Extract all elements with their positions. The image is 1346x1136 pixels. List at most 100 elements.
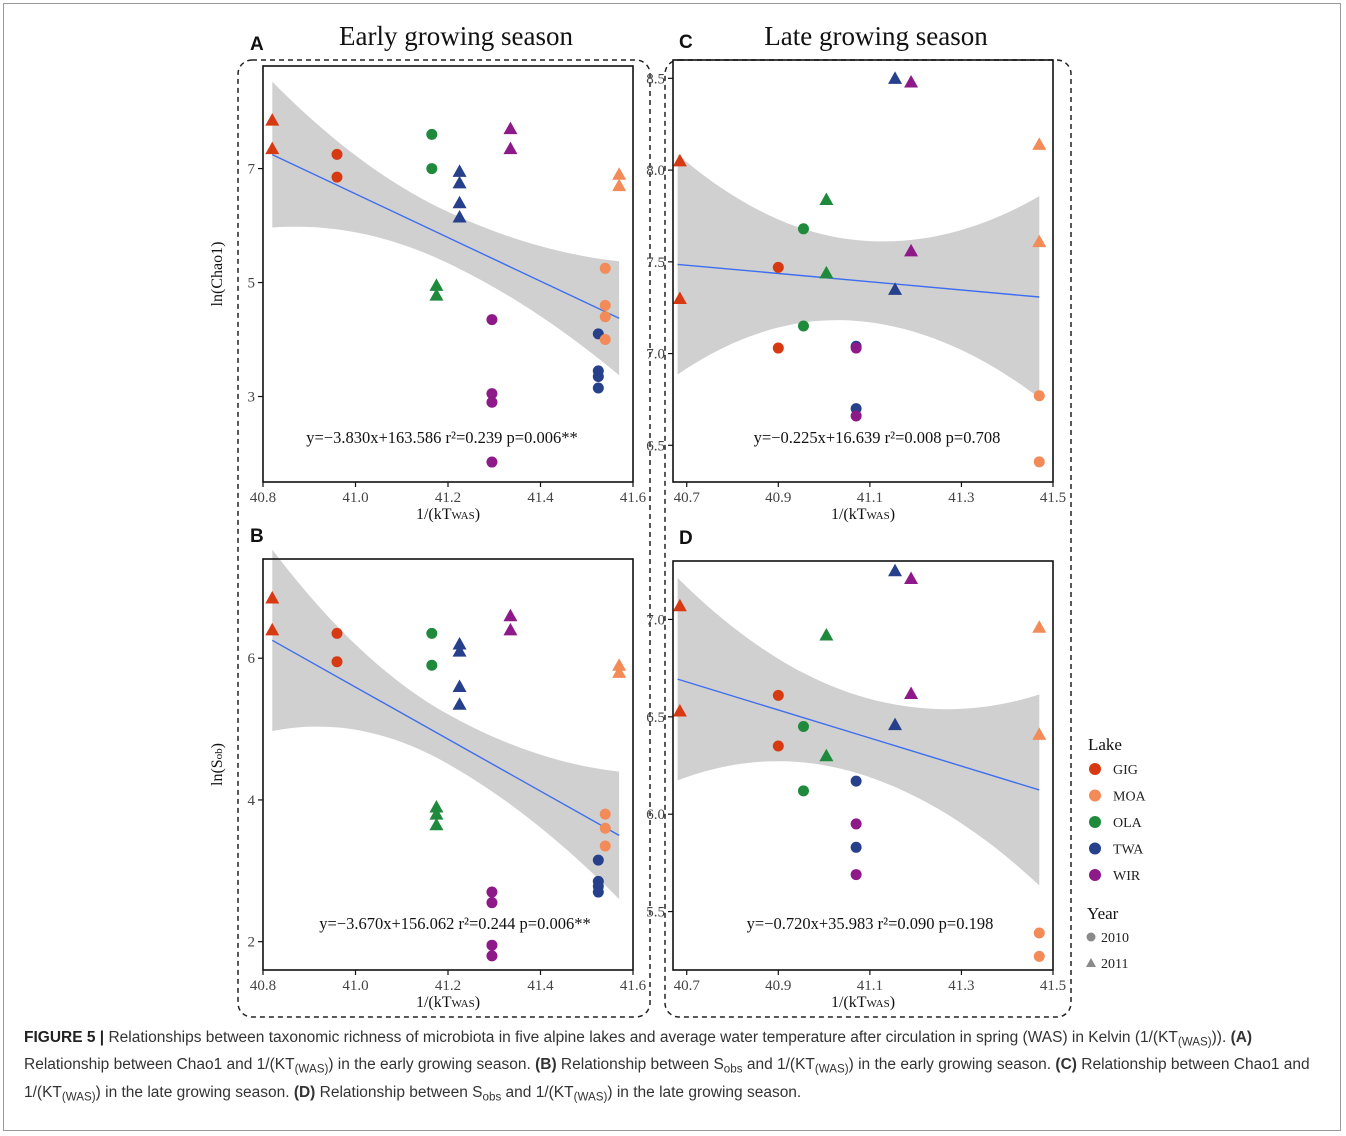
legend-lake-marker bbox=[1089, 790, 1101, 802]
y-tick-label: 6.5 bbox=[646, 710, 665, 726]
data-point-circle bbox=[798, 321, 809, 332]
y-tick-label: 7 bbox=[248, 162, 256, 178]
caption-part: and 1/(KT bbox=[743, 1056, 815, 1073]
caption-part: (WAS) bbox=[62, 1090, 96, 1103]
data-point-triangle bbox=[503, 609, 517, 622]
legend-lake-marker bbox=[1089, 763, 1101, 775]
x-axis-label: 1/(kTWAS) bbox=[416, 994, 480, 1011]
legend-year-label: 2011 bbox=[1101, 957, 1128, 972]
data-point-circle bbox=[773, 741, 784, 752]
confidence-band bbox=[272, 550, 619, 900]
y-axis-label-main: ln(Chao1) bbox=[209, 242, 226, 307]
confidence-band bbox=[678, 154, 1040, 398]
data-point-circle bbox=[426, 163, 437, 174]
x-axis-label-sub: WAS bbox=[451, 998, 474, 1010]
panel-B: B40.8 41.0 41.2 41.4 41.62461/(kTWAS)ln(Sob)… bbox=[209, 526, 647, 1011]
regression-equation: y=−3.830x+163.586 r²=0.239 p=0.006** bbox=[306, 428, 577, 447]
y-tick-label: 6.5 bbox=[646, 438, 665, 454]
x-tick-label: 40.7 bbox=[674, 490, 701, 506]
legend-year-title: Year bbox=[1087, 904, 1119, 923]
x-tick-label: 41.4 bbox=[527, 978, 554, 994]
legend-lake-title: Lake bbox=[1088, 735, 1122, 754]
late-season-title: Late growing season bbox=[764, 21, 988, 51]
x-tick-label: 41.0 bbox=[342, 978, 368, 994]
caption-part: (C) bbox=[1055, 1056, 1077, 1073]
caption-part: ) in the late growing season. bbox=[607, 1084, 801, 1101]
legend: Lake GIG MOA OLA TWA WIR Year 2010 2011 bbox=[1086, 735, 1147, 972]
data-point-circle bbox=[486, 897, 497, 908]
data-point-circle bbox=[486, 887, 497, 898]
x-axis-label-end: ) bbox=[890, 506, 895, 523]
x-tick-label: 41.3 bbox=[948, 490, 974, 506]
confidence-band bbox=[272, 82, 619, 376]
x-tick-label: 41.0 bbox=[342, 490, 368, 506]
caption-part: obs bbox=[483, 1090, 502, 1103]
caption-part: ) in the late growing season. bbox=[96, 1084, 294, 1101]
data-point-circle bbox=[486, 940, 497, 951]
regression-equation: y=−3.670x+156.062 r²=0.244 p=0.006** bbox=[319, 914, 590, 933]
y-tick-label: 5.5 bbox=[646, 905, 665, 921]
legend-lake-marker bbox=[1089, 816, 1101, 828]
x-tick-label: 40.8 bbox=[250, 490, 276, 506]
data-point-triangle bbox=[453, 176, 467, 189]
data-point-triangle bbox=[429, 818, 443, 831]
y-tick-label: 2 bbox=[248, 935, 256, 951]
panel-label: A bbox=[250, 34, 264, 55]
caption-part: (WAS) bbox=[1178, 1035, 1212, 1048]
legend-lake-label: MOA bbox=[1113, 790, 1147, 805]
x-axis-label-main: 1/(kT bbox=[416, 994, 452, 1011]
data-point-circle bbox=[486, 314, 497, 325]
x-axis-label-main: 1/(kT bbox=[831, 994, 867, 1011]
legend-lake-label: OLA bbox=[1113, 816, 1143, 831]
regression-line bbox=[272, 155, 619, 319]
caption-part: (WAS) bbox=[295, 1063, 329, 1076]
data-point-circle bbox=[600, 809, 611, 820]
data-point-circle bbox=[851, 869, 862, 880]
data-point-triangle bbox=[453, 196, 467, 209]
data-point-circle bbox=[332, 656, 343, 667]
data-point-circle bbox=[1034, 456, 1045, 467]
data-point-circle bbox=[332, 149, 343, 160]
legend-lake-marker bbox=[1089, 843, 1101, 855]
x-tick-label: 40.9 bbox=[765, 490, 791, 506]
data-point-triangle bbox=[503, 122, 517, 135]
legend-year-label: 2010 bbox=[1101, 931, 1129, 946]
panel-label: D bbox=[679, 528, 693, 549]
data-point-circle bbox=[426, 129, 437, 140]
data-point-triangle bbox=[673, 154, 687, 167]
y-axis-label: ln(Sob) bbox=[209, 743, 226, 786]
caption-part: (D) bbox=[294, 1084, 316, 1101]
data-point-circle bbox=[851, 818, 862, 829]
x-axis-label: 1/(kTWAS) bbox=[831, 506, 895, 523]
caption-part: obs bbox=[724, 1063, 743, 1076]
legend-lake-label: GIG bbox=[1113, 763, 1138, 778]
y-tick-label: 7.0 bbox=[646, 612, 665, 628]
caption-part: (A) bbox=[1231, 1029, 1253, 1046]
data-point-circle bbox=[600, 300, 611, 311]
x-tick-label: 41.1 bbox=[857, 978, 883, 994]
y-tick-label: 4 bbox=[248, 793, 256, 809]
data-point-triangle bbox=[888, 71, 902, 84]
confidence-band bbox=[678, 578, 1040, 886]
data-point-triangle bbox=[1032, 620, 1046, 633]
x-axis-label-end: ) bbox=[475, 994, 480, 1011]
x-axis-label-end: ) bbox=[475, 506, 480, 523]
data-point-circle bbox=[851, 410, 862, 421]
caption-part: )). bbox=[1212, 1029, 1231, 1046]
data-point-triangle bbox=[453, 697, 467, 710]
x-axis-label: 1/(kTWAS) bbox=[831, 994, 895, 1011]
data-point-circle bbox=[600, 823, 611, 834]
panel-label: C bbox=[679, 32, 693, 53]
data-point-circle bbox=[1034, 927, 1045, 938]
panel-label: B bbox=[250, 526, 264, 547]
x-tick-label: 41.5 bbox=[1040, 978, 1066, 994]
y-tick-label: 5 bbox=[248, 276, 256, 292]
x-tick-label: 40.9 bbox=[765, 978, 791, 994]
x-axis-label-sub: WAS bbox=[866, 998, 889, 1010]
y-tick-label: 8.0 bbox=[646, 163, 665, 179]
panel-D: D 40.7 40.9 41.1 41.3 41.5 5.5 6.0 6.5 7.0 1/(kTWA… bbox=[646, 528, 1066, 1011]
data-point-triangle bbox=[904, 75, 918, 88]
data-point-circle bbox=[593, 887, 604, 898]
data-point-circle bbox=[332, 628, 343, 639]
legend-lake-marker bbox=[1089, 869, 1101, 881]
